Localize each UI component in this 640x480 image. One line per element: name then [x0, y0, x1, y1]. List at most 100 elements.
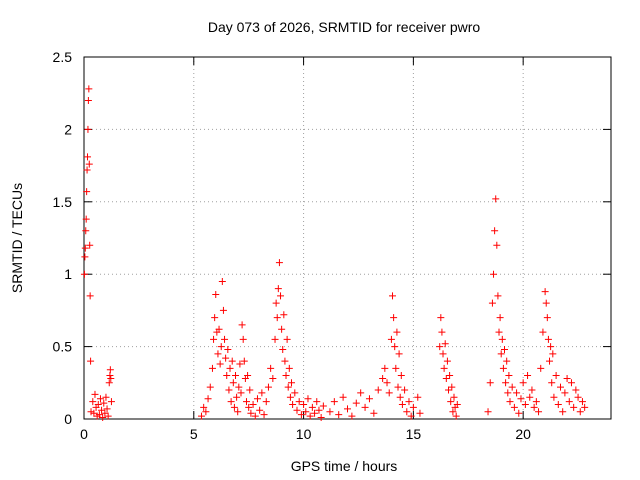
data-point-0-148: [407, 412, 415, 420]
data-point-0-119: [330, 398, 338, 406]
data-point-0-12: [86, 241, 94, 249]
data-point-0-146: [403, 408, 411, 416]
data-point-0-105: [293, 406, 301, 414]
data-point-0-67: [237, 389, 245, 397]
data-point-0-56: [225, 386, 233, 394]
data-point-0-135: [389, 292, 397, 300]
x-tick-label-1: 5: [190, 426, 198, 442]
data-point-0-117: [319, 402, 327, 410]
data-point-0-53: [222, 354, 230, 362]
data-point-0-174: [492, 195, 500, 203]
data-point-0-18: [91, 390, 99, 398]
data-point-0-7: [84, 153, 92, 161]
data-point-0-42: [210, 335, 218, 343]
data-point-0-211: [550, 393, 558, 401]
data-point-0-145: [401, 386, 409, 394]
data-point-0-194: [521, 401, 529, 409]
data-point-0-50: [218, 277, 226, 285]
data-point-0-143: [397, 372, 405, 380]
data-point-0-189: [510, 403, 518, 411]
x-tick-label-4: 20: [515, 426, 531, 442]
data-point-0-108: [300, 401, 308, 409]
data-point-0-55: [224, 345, 232, 353]
data-point-0-192: [517, 395, 525, 403]
data-point-0-191: [515, 409, 523, 417]
data-point-0-176: [494, 292, 502, 300]
data-point-0-5: [83, 188, 91, 196]
data-point-0-223: [576, 408, 584, 416]
data-point-0-186: [505, 372, 513, 380]
data-point-0-39: [204, 395, 212, 403]
data-point-0-97: [282, 372, 290, 380]
chart-title: Day 073 of 2026, SRMTID for receiver pwr…: [208, 19, 481, 35]
data-point-0-13: [86, 292, 94, 300]
data-point-0-199: [532, 398, 540, 406]
data-point-0-137: [391, 343, 399, 351]
data-point-0-220: [570, 403, 578, 411]
data-point-0-107: [297, 411, 305, 419]
data-point-0-203: [541, 288, 549, 296]
data-point-0-26: [100, 399, 108, 407]
data-point-0-128: [370, 409, 378, 417]
data-points: [80, 85, 589, 422]
data-point-0-47: [215, 325, 223, 333]
data-point-0-212: [552, 372, 560, 380]
y-tick-label-3: 1.5: [53, 194, 73, 210]
data-point-0-16: [89, 398, 97, 406]
data-point-0-74: [245, 403, 253, 411]
data-point-0-60: [229, 379, 237, 387]
data-point-0-205: [543, 314, 551, 322]
data-point-0-124: [352, 399, 360, 407]
data-point-0-222: [574, 393, 582, 401]
data-point-0-88: [272, 299, 280, 307]
data-point-0-225: [581, 403, 589, 411]
data-point-0-79: [253, 395, 261, 403]
data-point-0-164: [449, 408, 457, 416]
data-point-0-87: [271, 335, 279, 343]
data-point-0-31: [105, 379, 113, 387]
data-point-0-6: [83, 166, 91, 174]
x-axis-label: GPS time / hours: [291, 458, 398, 474]
data-point-0-21: [94, 401, 102, 409]
data-point-0-183: [502, 379, 510, 387]
data-point-0-177: [495, 328, 503, 336]
data-point-0-184: [503, 357, 511, 365]
data-point-0-155: [439, 350, 447, 358]
data-point-0-217: [563, 374, 571, 382]
data-point-0-11: [85, 160, 93, 168]
data-point-0-37: [200, 403, 208, 411]
data-point-0-68: [238, 321, 246, 329]
data-point-0-0: [80, 270, 88, 278]
data-point-0-149: [409, 403, 417, 411]
data-point-0-61: [230, 403, 238, 411]
data-point-0-158: [442, 374, 450, 382]
data-point-0-63: [233, 393, 241, 401]
data-point-0-101: [286, 393, 294, 401]
data-point-0-218: [565, 398, 573, 406]
data-point-0-210: [549, 350, 557, 358]
data-point-0-72: [242, 398, 250, 406]
data-point-0-70: [240, 357, 248, 365]
data-point-0-172: [490, 270, 498, 278]
y-axis-label: SRMTID / TECUs: [9, 183, 25, 293]
data-point-0-62: [232, 372, 240, 380]
data-point-0-93: [278, 325, 286, 333]
data-point-0-206: [544, 335, 552, 343]
data-point-0-77: [249, 401, 257, 409]
y-tick-label-0: 0: [64, 411, 72, 427]
data-point-0-181: [499, 364, 507, 372]
data-point-0-103: [289, 401, 297, 409]
data-point-0-111: [306, 412, 314, 420]
data-point-0-167: [452, 412, 460, 420]
data-point-0-35: [107, 398, 115, 406]
data-point-0-156: [440, 364, 448, 372]
data-point-0-162: [447, 398, 455, 406]
y-tick-label-1: 0.5: [53, 339, 73, 355]
data-point-0-38: [202, 408, 210, 416]
data-point-0-120: [335, 411, 343, 419]
data-point-0-165: [450, 393, 458, 401]
data-point-0-1: [81, 253, 89, 261]
data-point-0-75: [246, 386, 254, 394]
data-point-0-15: [87, 408, 95, 416]
